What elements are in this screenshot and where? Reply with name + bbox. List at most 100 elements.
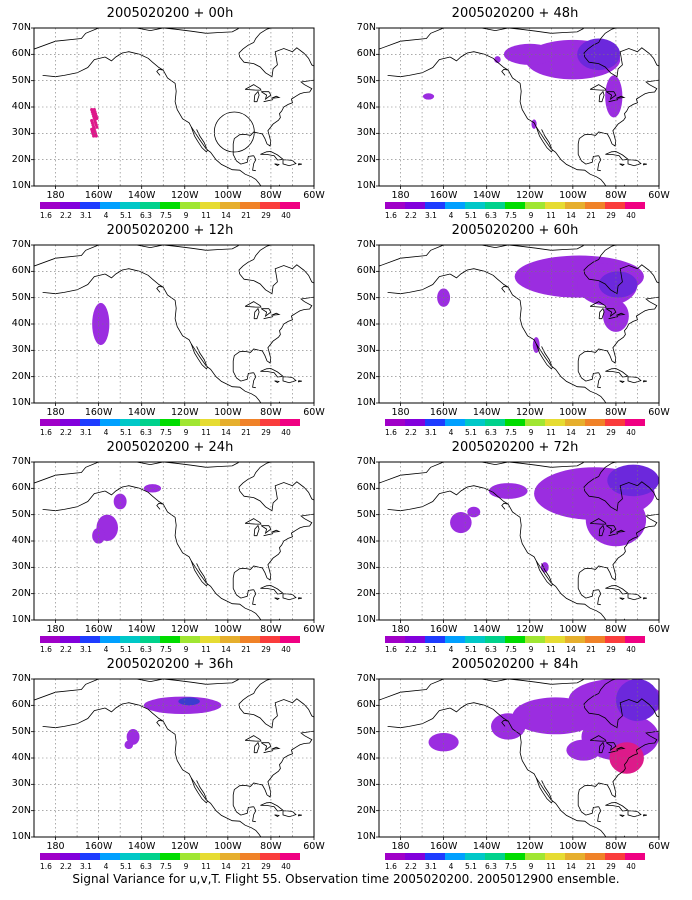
colorbar-label: 1.6 — [40, 428, 52, 437]
colorbar-swatch — [525, 419, 545, 426]
colorbar-swatch — [120, 853, 140, 860]
coastline — [598, 90, 605, 103]
colorbar-swatch — [120, 202, 140, 209]
colorbar-label: 1.6 — [385, 862, 397, 871]
variance-region — [540, 562, 549, 573]
lat-label: 40N — [11, 535, 31, 546]
colorbar-swatch — [525, 853, 545, 860]
forecast-panel-12h: 2005020200 + 12h 10N 20N 30N 40N 50N 60N 70N 180… — [12, 223, 325, 437]
coastline — [608, 99, 619, 103]
colorbar-label: 2.2 — [405, 428, 417, 437]
colorbar-swatch — [140, 853, 160, 860]
coastline — [156, 502, 164, 510]
colorbar-label: 5.1 — [465, 211, 477, 220]
colorbar-label: 21 — [586, 211, 596, 220]
colorbar-swatch — [100, 202, 120, 209]
coastline — [133, 679, 239, 685]
colorbar-swatch — [445, 636, 465, 643]
coastline — [643, 380, 647, 383]
lon-label: 160W — [429, 190, 458, 201]
map-plot — [31, 461, 315, 623]
colorbar-swatch — [40, 853, 60, 860]
lon-label: 100W — [214, 841, 242, 852]
coastline — [616, 95, 626, 99]
coastline — [619, 597, 625, 600]
lat-label: 30N — [356, 344, 376, 356]
lat-label: 50N — [11, 291, 31, 303]
lon-label: 140W — [472, 407, 501, 418]
lat-label: 40N — [11, 318, 31, 329]
colorbar-swatch — [40, 636, 60, 643]
colorbar-swatch — [100, 853, 120, 860]
coastline — [260, 91, 272, 101]
lat-label: 70N — [11, 22, 31, 33]
coastline — [239, 699, 293, 729]
lon-label: 80W — [260, 624, 282, 635]
coastline — [478, 28, 584, 34]
colorbar-label: 29 — [261, 211, 271, 220]
colorbar-label: 11 — [201, 211, 211, 220]
coastline — [643, 597, 647, 600]
colorbar-swatch — [505, 419, 525, 426]
lon-label: 80W — [260, 190, 282, 201]
colorbar-label: 9 — [528, 645, 534, 654]
colorbar-label: 6.3 — [485, 211, 497, 220]
variance-region — [467, 506, 481, 518]
colorbar-label: 1.6 — [40, 211, 52, 220]
coastline — [253, 90, 260, 103]
colorbar-swatch — [385, 202, 405, 209]
map-plot — [31, 678, 315, 840]
coastline — [238, 245, 267, 275]
colorbar-swatch — [545, 419, 565, 426]
coastline — [133, 245, 239, 251]
map-plot — [31, 27, 315, 189]
colorbar-labels: 1.6 2.2 3.1 4 5.1 6.3 7.5 9 11 14 21 29 40 — [385, 645, 645, 654]
colorbar-label: 6.3 — [485, 862, 497, 871]
coastline — [589, 301, 607, 308]
colorbar-label: 21 — [586, 862, 596, 871]
lat-label: 40N — [356, 101, 376, 112]
coastline — [274, 163, 280, 166]
colorbar-label: 29 — [261, 862, 271, 871]
variance-region — [494, 56, 501, 64]
variance-region — [491, 713, 526, 740]
colorbar-swatch — [40, 202, 60, 209]
colorbar-swatch — [565, 202, 585, 209]
coastline — [608, 750, 619, 754]
lon-label: 140W — [472, 841, 501, 852]
lon-label: 180 — [46, 190, 65, 201]
coastline — [253, 741, 260, 754]
lat-label: 70N — [356, 673, 376, 684]
colorbar-labels: 1.6 2.2 3.1 4 5.1 6.3 7.5 9 11 14 21 29 40 — [40, 428, 300, 437]
colorbar-swatch — [200, 419, 220, 426]
coastline — [238, 462, 267, 492]
colorbar-label: 9 — [528, 428, 534, 437]
colorbar-swatch — [385, 853, 405, 860]
colorbar-label: 1.6 — [40, 862, 52, 871]
colorbar-label: 4 — [448, 645, 454, 654]
lat-label: 30N — [356, 778, 376, 790]
coastline — [605, 525, 617, 535]
colorbar-swatch — [565, 853, 585, 860]
coastline — [292, 47, 305, 54]
colorbar-label: 14 — [221, 211, 231, 220]
lon-label: 140W — [127, 624, 156, 635]
coastline — [104, 702, 280, 837]
colorbar-swatch — [605, 636, 625, 643]
lat-label: 50N — [11, 74, 31, 86]
lat-label: 10N — [11, 397, 31, 408]
colorbar-label: 6.3 — [140, 428, 152, 437]
colorbar-swatch — [405, 419, 425, 426]
lat-label: 70N — [11, 673, 31, 684]
colorbar-label: 6.3 — [140, 211, 152, 220]
colorbar-swatch — [160, 202, 180, 209]
colorbar-swatch — [160, 636, 180, 643]
colorbar-swatch — [465, 853, 485, 860]
lon-label: 180 — [391, 841, 410, 852]
colorbar-swatch — [405, 202, 425, 209]
lat-label: 60N — [11, 48, 31, 60]
colorbar-label: 1.6 — [40, 645, 52, 654]
variance-region — [178, 697, 200, 706]
lon-label: 160W — [84, 190, 113, 201]
colorbar-label: 4 — [103, 211, 109, 220]
